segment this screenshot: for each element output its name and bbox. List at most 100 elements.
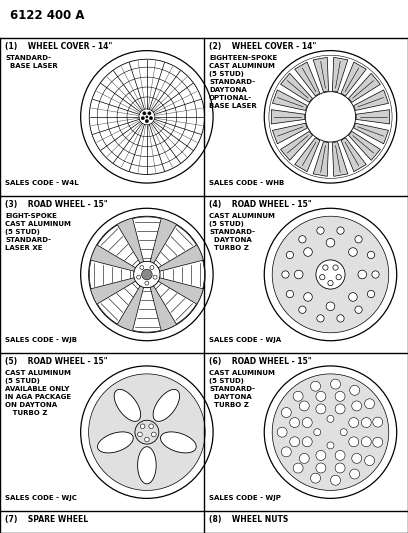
- Circle shape: [293, 391, 303, 401]
- Circle shape: [151, 432, 156, 437]
- Polygon shape: [313, 58, 328, 92]
- Text: SALES CODE - WJB: SALES CODE - WJB: [5, 337, 77, 343]
- Text: SALES CODE - WJC: SALES CODE - WJC: [5, 495, 77, 501]
- Text: (6)    ROAD WHEEL - 15": (6) ROAD WHEEL - 15": [209, 357, 312, 366]
- Circle shape: [148, 112, 151, 115]
- Circle shape: [335, 463, 345, 473]
- Polygon shape: [354, 90, 388, 110]
- Circle shape: [336, 274, 341, 280]
- Circle shape: [302, 437, 312, 447]
- Circle shape: [143, 112, 146, 115]
- Circle shape: [149, 117, 153, 120]
- Polygon shape: [153, 390, 180, 421]
- Circle shape: [141, 117, 144, 120]
- Circle shape: [282, 408, 291, 417]
- Circle shape: [352, 401, 361, 411]
- Circle shape: [350, 469, 359, 479]
- Circle shape: [316, 450, 326, 461]
- Circle shape: [326, 302, 335, 311]
- Polygon shape: [133, 217, 161, 262]
- Polygon shape: [354, 123, 388, 144]
- Circle shape: [153, 275, 157, 279]
- Text: SALES CODE - WJA: SALES CODE - WJA: [209, 337, 281, 343]
- Circle shape: [368, 290, 375, 297]
- Circle shape: [330, 475, 341, 485]
- Circle shape: [140, 424, 145, 429]
- Circle shape: [290, 417, 299, 427]
- Circle shape: [328, 280, 333, 286]
- Text: CAST ALUMINUM
(5 STUD)
STANDARD-
  DAYTONA
  TURBO Z: CAST ALUMINUM (5 STUD) STANDARD- DAYTONA…: [209, 370, 275, 408]
- Polygon shape: [281, 74, 313, 102]
- Circle shape: [277, 427, 287, 437]
- Polygon shape: [356, 110, 390, 124]
- Circle shape: [365, 399, 375, 409]
- Text: (3)    ROAD WHEEL - 15": (3) ROAD WHEEL - 15": [5, 200, 108, 208]
- Polygon shape: [137, 447, 156, 484]
- Polygon shape: [271, 110, 305, 124]
- Circle shape: [145, 119, 149, 123]
- Polygon shape: [160, 260, 204, 289]
- Circle shape: [335, 450, 345, 461]
- Circle shape: [316, 463, 326, 473]
- Circle shape: [319, 274, 325, 280]
- Polygon shape: [295, 138, 320, 172]
- Circle shape: [349, 248, 357, 256]
- Circle shape: [337, 227, 344, 234]
- Text: (1)    WHEEL COVER - 14": (1) WHEEL COVER - 14": [5, 42, 112, 51]
- Circle shape: [290, 437, 299, 447]
- Circle shape: [361, 437, 371, 447]
- Circle shape: [295, 270, 303, 279]
- Text: CAST ALUMINUM
(5 STUD)
AVAILABLE ONLY
IN AGA PACKAGE
ON DAYTONA
   TURBO Z: CAST ALUMINUM (5 STUD) AVAILABLE ONLY IN…: [5, 370, 71, 416]
- Polygon shape: [160, 432, 196, 453]
- Circle shape: [135, 420, 159, 444]
- Circle shape: [316, 260, 345, 289]
- Polygon shape: [89, 260, 134, 289]
- Circle shape: [137, 432, 142, 437]
- Circle shape: [139, 109, 155, 125]
- Circle shape: [355, 236, 362, 243]
- Circle shape: [330, 379, 341, 389]
- Circle shape: [316, 404, 326, 414]
- Text: 6122 400 A: 6122 400 A: [10, 9, 84, 22]
- Text: SALES CODE - W4L: SALES CODE - W4L: [5, 180, 79, 185]
- Circle shape: [299, 401, 309, 411]
- Circle shape: [142, 269, 152, 280]
- Circle shape: [373, 417, 383, 427]
- Circle shape: [340, 429, 347, 435]
- Polygon shape: [348, 131, 380, 160]
- Circle shape: [327, 415, 334, 422]
- Circle shape: [140, 265, 144, 270]
- Circle shape: [146, 116, 148, 118]
- Circle shape: [314, 429, 321, 435]
- Circle shape: [310, 473, 321, 483]
- Text: EIGHT-SPOKE
CAST ALUMINUM
(5 STUD)
STANDARD-
LASER XE: EIGHT-SPOKE CAST ALUMINUM (5 STUD) STAND…: [5, 213, 71, 251]
- Circle shape: [145, 281, 149, 285]
- Circle shape: [304, 248, 312, 256]
- Circle shape: [302, 417, 312, 427]
- Circle shape: [304, 293, 312, 301]
- Text: SALES CODE - WHB: SALES CODE - WHB: [209, 180, 284, 185]
- Polygon shape: [333, 58, 348, 92]
- Circle shape: [316, 391, 326, 401]
- Circle shape: [144, 437, 149, 442]
- Circle shape: [286, 290, 293, 297]
- Text: EIGHTEEN-SPOKE
CAST ALUMINUM
(5 STUD)
STANDARD-
DAYTONA
OPTIONAL-
BASE LASER: EIGHTEEN-SPOKE CAST ALUMINUM (5 STUD) ST…: [209, 55, 277, 109]
- Circle shape: [355, 306, 362, 313]
- Circle shape: [299, 454, 309, 463]
- Circle shape: [286, 252, 293, 259]
- Circle shape: [349, 293, 357, 301]
- Circle shape: [326, 238, 335, 247]
- Circle shape: [337, 315, 344, 322]
- Circle shape: [327, 442, 334, 449]
- Circle shape: [150, 265, 154, 270]
- Circle shape: [299, 236, 306, 243]
- Polygon shape: [273, 90, 307, 110]
- Polygon shape: [313, 142, 328, 176]
- Polygon shape: [295, 62, 320, 96]
- Circle shape: [282, 271, 289, 278]
- Circle shape: [372, 271, 379, 278]
- Circle shape: [350, 385, 359, 395]
- Circle shape: [317, 227, 324, 234]
- Polygon shape: [348, 74, 380, 102]
- Circle shape: [149, 424, 153, 429]
